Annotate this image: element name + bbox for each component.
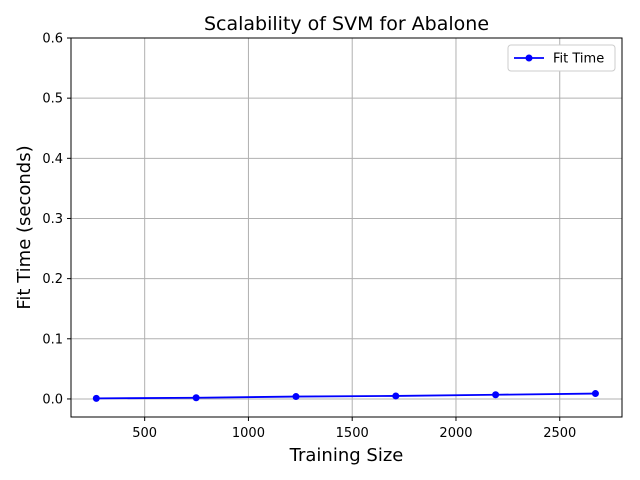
x-tick-label: 500 <box>132 426 157 441</box>
y-tick-label: 0.6 <box>42 32 63 47</box>
y-tick-label: 0.3 <box>42 212 63 227</box>
data-point <box>392 392 400 400</box>
series-layer <box>92 390 599 402</box>
legend-box <box>507 44 616 72</box>
x-tick-label: 1000 <box>232 426 265 441</box>
x-tick-label: 2000 <box>439 426 472 441</box>
data-point <box>292 393 300 401</box>
data-point <box>192 394 200 402</box>
x-tick-label: 1500 <box>336 426 369 441</box>
data-point <box>92 394 100 402</box>
data-point <box>591 390 599 398</box>
plot-frame <box>70 37 623 418</box>
x-axis-label: Training Size <box>289 445 404 466</box>
y-tick-label: 0.1 <box>42 332 63 347</box>
x-tick-label: 2500 <box>543 426 576 441</box>
axis-ticks: 500 1000 1500 2000 2500 0.0 0.1 0.2 0.3 0.4 0.5 0.6 <box>42 32 576 442</box>
legend: Fit Time <box>507 44 616 72</box>
y-tick-label: 0.4 <box>42 152 63 167</box>
y-tick-label: 0.0 <box>42 392 63 407</box>
y-tick-label: 0.5 <box>42 92 63 107</box>
y-axis-label: Fit Time (seconds) <box>14 145 35 309</box>
chart-title: Scalability of SVM for Abalone <box>204 13 489 35</box>
legend-marker-swatch <box>525 54 533 62</box>
y-tick-label: 0.2 <box>42 272 63 287</box>
series-line <box>96 392 596 400</box>
data-point <box>492 391 500 399</box>
legend-label: Fit Time <box>553 52 604 67</box>
